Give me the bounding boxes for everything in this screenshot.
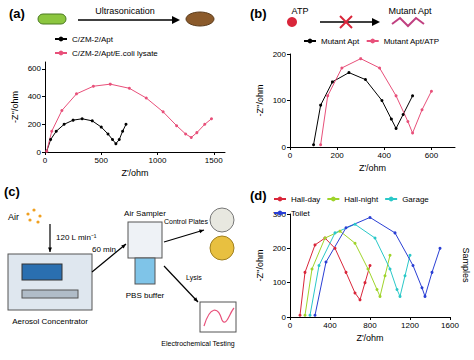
svg-text:0: 0 <box>288 151 293 160</box>
svg-text:400: 400 <box>28 92 42 101</box>
svg-text:(d): (d) <box>250 188 267 203</box>
svg-text:0: 0 <box>288 321 293 330</box>
svg-text:500: 500 <box>95 156 109 165</box>
svg-text:Lysis: Lysis <box>186 274 202 282</box>
svg-text:Toilet: Toilet <box>291 209 310 218</box>
svg-text:300: 300 <box>273 210 287 219</box>
svg-text:1500: 1500 <box>205 156 223 165</box>
svg-text:-Z''/ohm: -Z''/ohm <box>10 91 20 123</box>
svg-text:C/ZM-2/Apt/E.coli lysate: C/ZM-2/Apt/E.coli lysate <box>72 49 158 58</box>
svg-text:60 min: 60 min <box>92 245 116 254</box>
svg-text:Mutant Apt: Mutant Apt <box>388 6 432 16</box>
svg-text:(a): (a) <box>9 6 25 21</box>
svg-text:Mutant Apt/ATP: Mutant Apt/ATP <box>384 37 439 46</box>
svg-text:1200: 1200 <box>401 321 419 330</box>
svg-text:Electrochemical Testing: Electrochemical Testing <box>161 340 235 348</box>
svg-text:0: 0 <box>37 148 42 157</box>
svg-text:(c): (c) <box>4 184 20 199</box>
svg-text:Air Sampler: Air Sampler <box>124 209 166 218</box>
svg-text:Air: Air <box>8 212 19 222</box>
svg-text:0: 0 <box>282 143 287 152</box>
svg-text:200: 200 <box>330 151 344 160</box>
svg-text:600: 600 <box>28 64 42 73</box>
svg-text:Garage: Garage <box>402 195 429 204</box>
svg-text:Hall-night: Hall-night <box>344 195 379 204</box>
svg-text:Z'/ohm: Z'/ohm <box>356 333 383 343</box>
svg-text:ATP: ATP <box>292 6 309 16</box>
svg-text:120 L min⁻¹: 120 L min⁻¹ <box>56 233 97 242</box>
svg-text:(b): (b) <box>250 6 267 21</box>
svg-text:C/ZM-2/Apt: C/ZM-2/Apt <box>72 35 114 44</box>
svg-text:Control Plates: Control Plates <box>164 218 208 225</box>
svg-text:Z'/ohm: Z'/ohm <box>121 168 148 178</box>
svg-text:100: 100 <box>273 278 287 287</box>
svg-text:800: 800 <box>363 321 377 330</box>
svg-text:-Z''/ohm: -Z''/ohm <box>255 250 265 282</box>
svg-text:400: 400 <box>323 321 337 330</box>
svg-text:200: 200 <box>273 244 287 253</box>
svg-text:PBS buffer: PBS buffer <box>126 291 165 300</box>
svg-text:Z'/ohm: Z'/ohm <box>359 163 386 173</box>
svg-text:600: 600 <box>425 151 439 160</box>
svg-text:200: 200 <box>273 50 287 59</box>
svg-text:Mutant Apt: Mutant Apt <box>321 37 360 46</box>
svg-text:Aerosol Concentrator: Aerosol Concentrator <box>12 317 88 326</box>
svg-text:Samples: Samples <box>461 247 471 283</box>
svg-text:200: 200 <box>28 120 42 129</box>
svg-text:-Z''/ohm: -Z''/ohm <box>255 85 265 117</box>
svg-text:Hall-day: Hall-day <box>291 195 320 204</box>
svg-text:0: 0 <box>43 156 48 165</box>
svg-text:100: 100 <box>273 96 287 105</box>
svg-text:400: 400 <box>378 151 392 160</box>
svg-text:1600: 1600 <box>441 321 459 330</box>
svg-text:1000: 1000 <box>149 156 167 165</box>
svg-text:0: 0 <box>282 313 287 322</box>
svg-text:Ultrasonication: Ultrasonication <box>95 6 155 16</box>
